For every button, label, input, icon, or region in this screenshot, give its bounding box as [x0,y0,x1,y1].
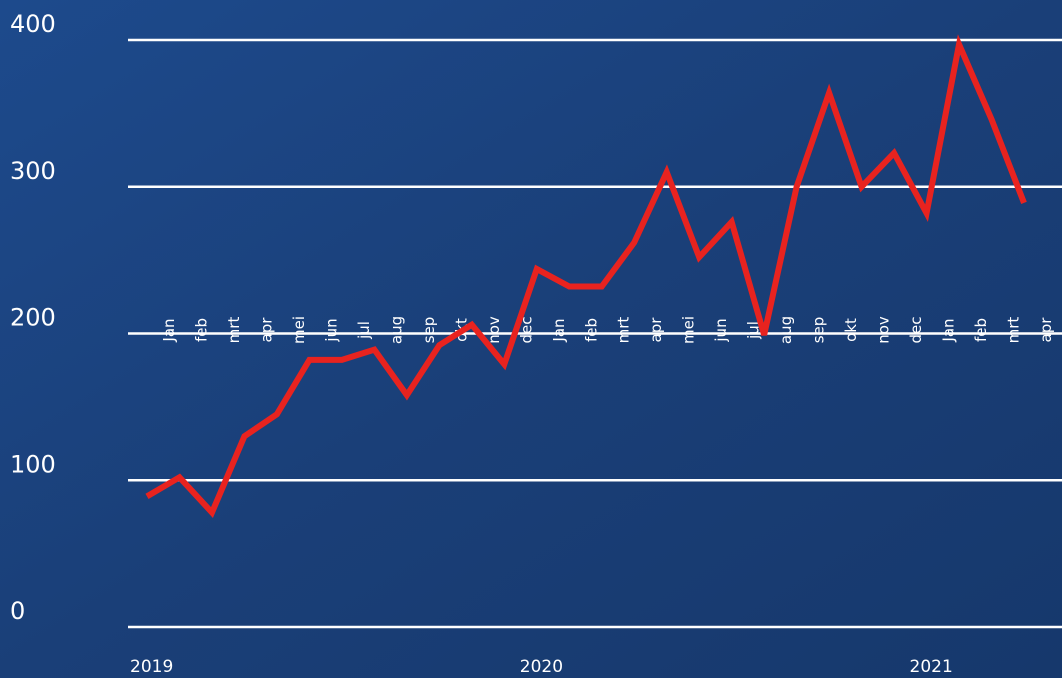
x-tick-label: sep [420,317,438,344]
x-tick-label: sep [810,317,828,344]
year-label: 2019 [130,657,173,677]
x-tick-label: feb [582,318,600,342]
x-tick-label: apr [1037,317,1055,343]
x-tick-label: jun [322,318,340,342]
x-tick-label: feb [192,318,210,342]
y-tick-label: 200 [10,304,56,332]
x-tick-label: apr [257,317,275,343]
x-tick-label: mrt [225,317,243,344]
x-tick-label: Jan [940,318,958,342]
x-tick-label: mei [680,316,698,344]
x-tick-label: aug [777,316,795,344]
y-tick-label: 100 [10,450,56,478]
x-tick-label: mrt [615,317,633,344]
x-tick-label: jul [355,321,373,340]
x-tick-label: dec [907,317,925,344]
x-tick-label: nov [875,316,893,344]
y-tick-label: 0 [10,597,25,625]
x-tick-label: aug [387,316,405,344]
y-tick-label: 400 [10,10,56,38]
year-label: 2020 [520,657,563,677]
x-tick-label: feb [972,318,990,342]
y-tick-label: 300 [10,157,56,185]
x-tick-label: mrt [1005,317,1023,344]
year-label: 2021 [910,657,953,677]
x-tick-label: okt [842,318,860,342]
chart: 0100200300400Janfebmrtaprmeijunjulaugsep… [0,0,1062,678]
x-tick-label: mei [290,316,308,344]
x-tick-label: jun [712,318,730,342]
x-tick-label: Jan [160,318,178,342]
x-tick-label: apr [647,317,665,343]
page: 0100200300400Janfebmrtaprmeijunjulaugsep… [0,0,1062,678]
x-tick-label: Jan [550,318,568,342]
